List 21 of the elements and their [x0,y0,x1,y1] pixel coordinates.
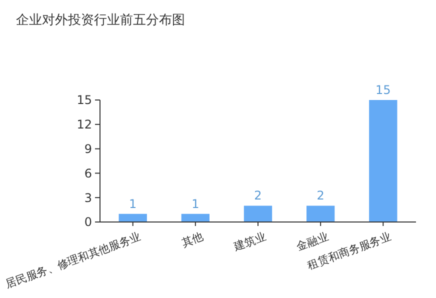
y-tick-label: 6 [84,166,92,180]
bar [244,206,272,222]
chart-title: 企业对外投资行业前五分布图 [16,13,185,28]
data-label: 15 [376,83,391,97]
data-label: 1 [129,196,137,211]
y-tick-label: 12 [76,118,92,132]
data-label: 2 [316,188,324,203]
x-tick-label: 其他 [180,230,206,250]
data-label: 1 [192,196,200,211]
x-tick-label: 金融业 [294,230,330,254]
bar [306,206,335,222]
y-tick-label: 9 [84,142,92,156]
data-label: 2 [254,188,262,203]
bar [118,214,147,222]
y-tick-label: 0 [84,215,92,230]
x-tick-label: 居民服务、修理和其他服务业 [4,230,143,291]
x-tick-label: 建筑业 [231,230,268,254]
y-tick-label: 3 [84,190,92,205]
y-tick-label: 15 [76,93,92,108]
bar [369,100,398,222]
bar [181,214,210,222]
